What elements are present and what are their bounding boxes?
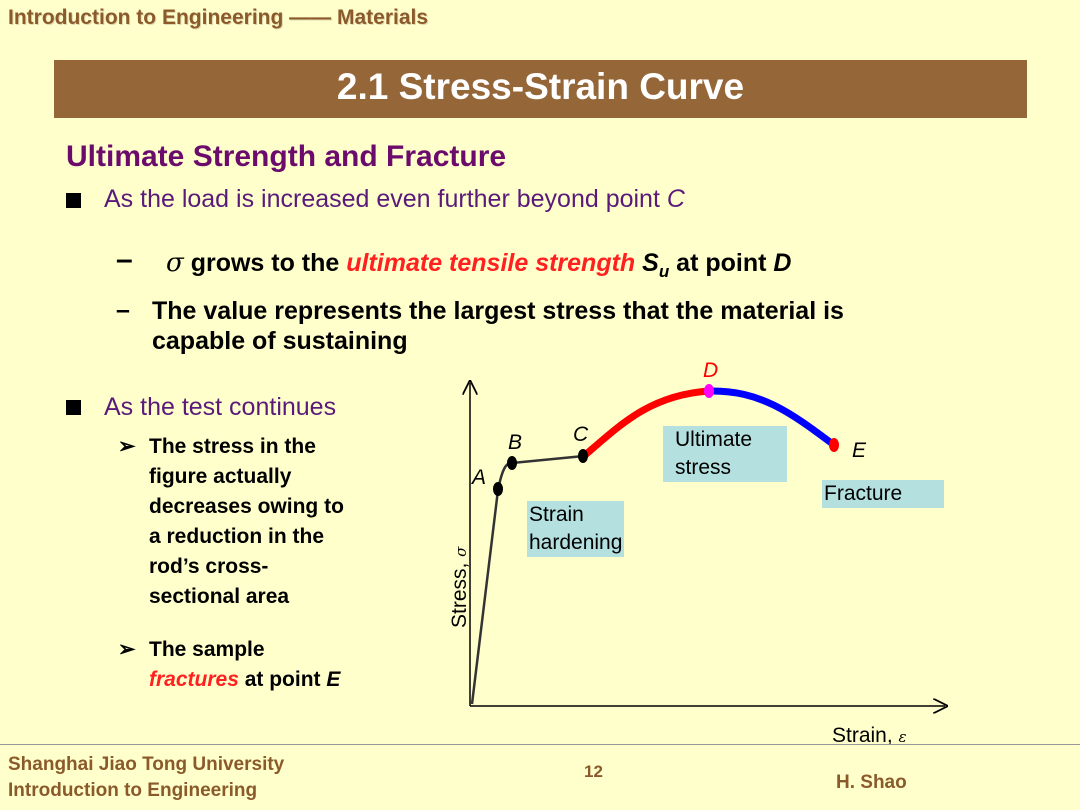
arrow2-line2: fractures at point E — [149, 667, 340, 693]
point-e-ref: E — [326, 668, 341, 691]
footer-author: H. Shao — [836, 772, 907, 793]
label-e: E — [852, 439, 867, 462]
point-c-ref: C — [666, 185, 685, 213]
arrow1-line: decreases owing to — [149, 495, 344, 518]
arrow1-line: a reduction in the — [149, 525, 325, 548]
arrow1-line: rod’s cross- — [149, 555, 269, 578]
elastic-curve — [470, 461, 513, 705]
em-dash-bullet-icon: – — [116, 243, 133, 276]
arrow2-post: at point — [238, 668, 327, 691]
sub-bullet-ultimate: σ grows to the ultimate tensile strength… — [166, 248, 791, 287]
point-d-ref: D — [773, 249, 792, 277]
point-d-marker — [704, 384, 714, 398]
point-e-marker — [829, 438, 839, 452]
x-axis-label: Strain, ε — [832, 724, 907, 747]
footer-university: Shanghai Jiao Tong University — [8, 754, 285, 775]
section-heading: Ultimate Strength and Fracture — [66, 140, 507, 173]
label-a: A — [470, 466, 486, 489]
box-line: Strain — [529, 503, 584, 526]
su-symbol: S — [635, 249, 659, 277]
footer-left: Shanghai Jiao Tong University Introducti… — [8, 752, 284, 804]
footer-divider — [0, 744, 1080, 745]
fractures-highlight: fractures — [149, 668, 239, 691]
arrow-bullet-icon: ➢ — [118, 638, 136, 661]
dash-bullet-icon: – — [116, 296, 130, 324]
y-axis-label-text: Stress, — [448, 557, 471, 628]
arrow1-line: figure actually — [149, 465, 292, 488]
x-axis-label-text: Strain, — [832, 724, 899, 747]
sub1-pre: grows to the — [183, 249, 347, 277]
yield-plateau-curve — [511, 454, 585, 465]
y-axis-label: Stress, σ — [448, 546, 471, 628]
strain-hardening-curve — [580, 387, 713, 460]
necking-curve — [705, 387, 838, 449]
page-number: 12 — [584, 762, 603, 781]
label-d: D — [703, 359, 718, 382]
sigma-axis-symbol: σ — [452, 546, 470, 557]
ultimate-stress-box: Ultimate stress — [663, 426, 787, 482]
box-line: hardening — [529, 531, 623, 554]
sub-bullet-largest-stress: The value represents the largest stress … — [152, 296, 844, 356]
slide-title: 2.1 Stress-Strain Curve — [336, 66, 745, 107]
box-line: stress — [675, 456, 732, 479]
label-b: B — [508, 431, 522, 454]
point-a-marker — [493, 482, 503, 496]
point-c-marker — [578, 449, 588, 463]
ultimate-tensile-strength-highlight: ultimate tensile strength — [346, 249, 636, 277]
sub2-line1: The value represents the largest stress … — [152, 297, 844, 325]
arrow-bullet-icon: ➢ — [118, 435, 136, 458]
su-subscript: u — [658, 262, 670, 281]
bullet-load-increased: As the load is increased even further be… — [104, 185, 685, 214]
box-line: Ultimate — [675, 428, 753, 451]
square-bullet-icon — [66, 193, 81, 208]
fracture-box: Fracture — [822, 480, 944, 508]
bullet-test-continues: As the test continues — [104, 393, 337, 421]
epsilon-axis-symbol: ε — [899, 728, 907, 746]
arrow1-line: sectional area — [149, 585, 290, 608]
footer-course: Introduction to Engineering — [8, 780, 258, 801]
course-title: Introduction to Engineering —— Materials — [8, 6, 429, 29]
bullet-text: As the load is increased even further be… — [104, 185, 667, 213]
arrow1-line: The stress in the — [149, 435, 316, 458]
point-b-marker — [507, 456, 517, 470]
strain-hardening-box: Strain hardening — [527, 501, 625, 557]
label-c: C — [573, 423, 589, 446]
title-bar: 2.1 Stress-Strain Curve — [54, 60, 1027, 118]
arrow2-line1: The sample — [149, 638, 265, 661]
sub2-line2: capable of sustaining — [152, 327, 408, 355]
sub1-post: at point — [669, 249, 774, 277]
sigma-symbol: σ — [166, 248, 184, 278]
square-bullet-icon — [66, 400, 81, 415]
